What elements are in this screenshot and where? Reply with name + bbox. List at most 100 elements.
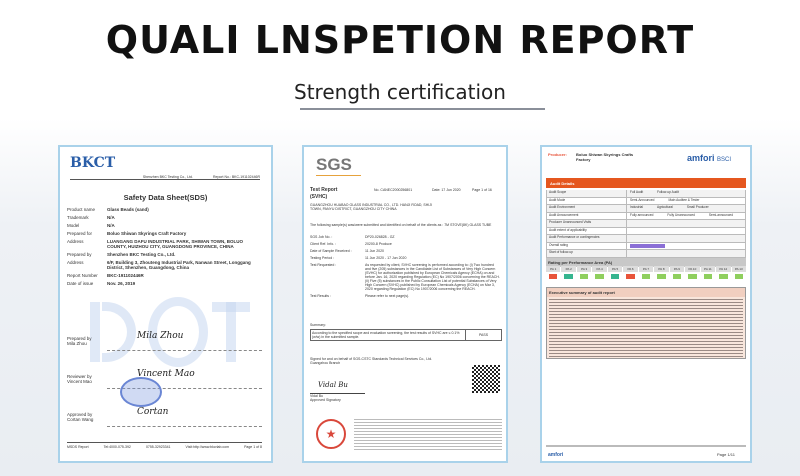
pa-rating-grid: PA 1 PA 2 PA 3 PA 4 PA 5 PA 6 PA 7 PA 8 PA 9 PA 1… [546,266,746,281]
audit-row-value [627,243,745,250]
amfori-logo: amfori BSCI [687,153,731,163]
header-report: Report No.: BKC-191102446R [212,175,260,179]
pa-label: PA 11 [700,266,716,272]
audit-row-label: Start of follow-up [547,250,627,257]
audit-row-label: Audit Announcement [547,212,627,219]
field-label: Product name [67,207,96,212]
pa-cell: PA 6 [623,266,638,281]
producer-name: Boluo Shiwan Skyrings Crafts Factory [576,152,634,162]
pa-cell: PA 7 [638,266,654,281]
sds-certificate: BKCT Shenzhen BKC Testing Co., Ltd. Repo… [58,145,273,463]
handwritten-signature: Vincent Mao [137,369,195,379]
footer-page: Page 1/11 [717,452,735,457]
sgs-field-row: Testing Period : 11 Jun 2020 - 17 Jun 202… [310,256,500,260]
sgs-subtitle: (SVHC) [310,194,328,200]
amfori-certificate: Producer: Boluo Shiwan Skyrings Crafts F… [540,145,752,463]
pa-rating-swatch [672,274,682,279]
audit-row-value [627,220,745,227]
sgs-field-row: SGS Job No. : DP20-026828 - GZ [310,235,500,239]
pa-label: PA 9 [669,266,685,272]
audit-row-value: Semi-Announced Main Auditee & Tester [627,198,745,205]
field-label: Address [67,260,84,265]
pa-rating-swatch [595,274,604,279]
field-value: 20200-8 Produce [365,242,392,246]
field-value: Nov. 26, 2019 [107,281,136,286]
rating-title: Rating per Performance Area (PA) [546,258,746,267]
field-label: Prepared for [67,231,93,236]
sds-field-row: Product name Glass Beads (sand) [67,207,262,212]
field-label: Test Results : [310,294,332,298]
audit-option-checkbox: Small Producer [686,205,709,209]
pa-cell: PA 8 [654,266,669,281]
sds-field-row: Prepared for Boluo Shiwan Skyrings Craft … [67,231,262,236]
header-company: Shenzhen BKC Testing Co., Ltd. [142,175,193,179]
signer-name: Vincent Mao [67,379,92,384]
footer-item: Page 1 of 8 [244,445,262,449]
signer-block: Vidal Bu Approved Signatory [310,393,365,402]
sgs-field-row: Test Requested : As requested by client, … [310,263,500,291]
pa-label: PA 2 [561,266,576,272]
sgs-field-row: Client Ref. Info. : 20200-8 Produce [310,242,500,246]
summary-text: According to the specified scope and eva… [311,330,466,340]
audit-row: Audit Announcement Fully announced Fully U… [546,212,746,220]
summary-box: According to the specified scope and eva… [310,329,502,341]
signer-row: Reviewer by Vincent Mao Vincent Mao [67,360,262,398]
sgs-fields: SGS Job No. : DP20-026828 - GZ Client Ref.… [310,235,500,301]
field-value: Shenzhen BKC Testing Co., Ltd. [107,252,176,257]
pa-label: PA 8 [654,266,669,272]
sds-field-row: Address 6/F, Building 3, Zhouteng Industr… [67,260,262,270]
signature: Vidal Bu [318,381,348,389]
field-value: LUANGANG DAFU INDUSTRIAL PARK, SHIWAN TO… [107,239,243,249]
sds-field-row: Prepared by Shenzhen BKC Testing Co., Ltd… [67,252,262,257]
audit-option-checkbox: Semi-Announced [630,197,655,202]
pa-label: PA 6 [623,266,638,272]
pa-cell: PA 10 [685,266,700,281]
audit-row-label: Audit Scope [547,190,627,197]
field-label: Date of issue [67,281,94,286]
sgs-certificate: SGS Test Report (SVHC) No. CANEC20002568… [302,145,508,463]
audit-option-checkbox: Fully Unannounced [667,212,695,217]
audit-option-checkbox: Full Audit [630,190,644,194]
audit-row-label: Audit Environment [547,205,627,212]
signer-row: Prepared by Mila Zhou Mila Zhou [67,322,262,360]
pa-label: PA 7 [638,266,654,272]
signer-role: Approved by [67,412,93,417]
signer-row: Approved by Cortan Wang Cortan [67,398,262,436]
sds-field-row: Report Number BKC-191102446R [67,273,262,278]
sds-footer: MSDS Report Tel:4000-075-392 0755-32923341… [67,442,262,449]
pa-rating-swatch [564,274,573,279]
field-label: Report Number [67,273,98,278]
audit-row-label: Producer Unannounced Visits [547,220,627,227]
signer-name: Cortan Wang [67,417,94,422]
sds-signers: Prepared by Mila Zhou Mila Zhou Reviewer by… [67,322,262,436]
signer-role: Reviewer by [67,374,92,379]
pa-label: PA 5 [607,266,623,272]
page-subtitle: Strength certification [294,80,506,104]
summary-title: Executive summary of audit report [547,288,745,297]
footer-item: MSDS Report [67,445,89,449]
sds-field-row: Address LUANGANG DAFU INDUSTRIAL PARK, SH… [67,239,262,249]
signer-label: Approved by Cortan Wang [67,412,107,422]
field-value: N/A [107,223,115,228]
field-value: N/A [107,215,115,220]
audit-row-label: Audit Mode [547,197,627,204]
subtitle-underline [300,108,545,110]
field-value: BKC-191102446R [107,273,144,278]
field-label: SGS Job No. : [310,235,333,239]
audit-details-table: Audit Scope Full Audit Follow-up Audit Audi… [546,190,746,258]
pa-label: PA 3 [576,266,592,272]
audit-row: Audit Scope Full Audit Follow-up Audit [546,190,746,198]
pa-rating-swatch [657,274,666,279]
pa-label: PA 10 [685,266,700,272]
summary-result: PASS [478,333,489,337]
summary-text [549,299,743,359]
report-no: No. CANEC2000256801 [374,188,413,192]
audit-details-header: Audit Details [546,178,746,188]
audit-row-value [627,250,745,257]
client-address: GUANGZHOU HUABAO GLASS INDUSTRIAL CO., L… [310,203,432,211]
pa-rating-swatch [610,274,620,279]
field-label: Prepared by [67,252,92,257]
report-page: Page 1 of 16 [472,188,492,192]
red-seal-stamp: ★ [316,419,346,449]
pa-cell: PA 9 [669,266,685,281]
